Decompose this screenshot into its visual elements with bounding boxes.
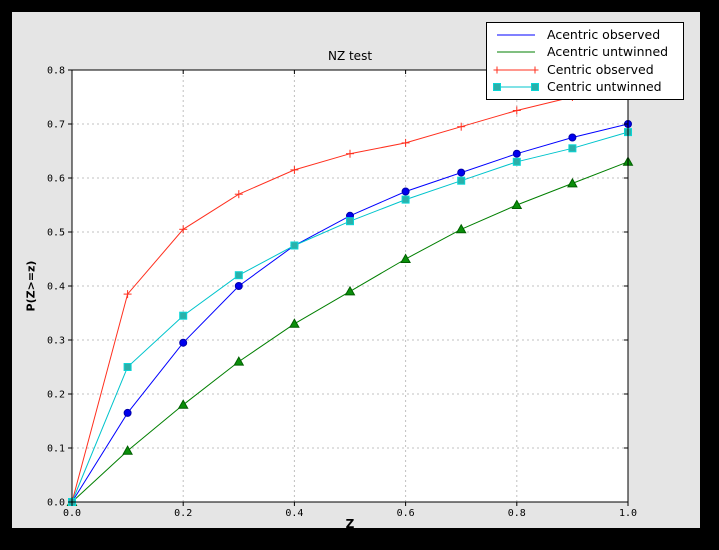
legend-sample-line — [493, 83, 539, 92]
legend-sample-line — [497, 51, 535, 53]
legend-item-centric-untwinned: Centric untwinned — [493, 79, 677, 96]
y-tick-label: 0.7 — [47, 120, 65, 131]
legend-label: Acentric untwinned — [547, 44, 669, 60]
legend-label: Centric observed — [547, 61, 654, 77]
y-tick-label: 0.6 — [47, 174, 65, 185]
y-tick-label: 0.4 — [47, 282, 65, 293]
x-tick-label: 0.2 — [174, 508, 192, 519]
legend-sample-line — [493, 66, 539, 74]
y-tick-label: 0.2 — [47, 390, 65, 401]
legend: Acentric observed Acentric untwinned Centr… — [486, 22, 684, 100]
legend-item-acentric-untwinned: Acentric untwinned — [493, 44, 677, 61]
x-tick-label: 0.4 — [285, 508, 303, 519]
y-tick-label: 0.0 — [47, 498, 65, 509]
legend-label: Acentric observed — [547, 26, 661, 42]
legend-sample-line — [497, 34, 535, 36]
x-tick-label: 1.0 — [619, 508, 637, 519]
y-tick-label: 0.5 — [47, 228, 65, 239]
chart-title: NZ test — [327, 49, 373, 63]
y-axis-label: P(Z>=z) — [24, 260, 38, 312]
y-tick-label: 0.8 — [47, 66, 65, 77]
x-axis-label: Z — [345, 517, 355, 531]
legend-item-centric-observed: Centric observed — [493, 61, 677, 78]
x-tick-label: 0.6 — [397, 508, 415, 519]
series-centric-untwinned — [68, 128, 632, 506]
y-tick-label: 0.1 — [47, 444, 65, 455]
y-tick-label: 0.3 — [47, 336, 65, 347]
legend-item-acentric-observed: Acentric observed — [493, 26, 677, 43]
x-tick-label: 0.8 — [508, 508, 526, 519]
x-tick-label: 0.0 — [63, 508, 81, 519]
legend-label: Centric untwinned — [547, 79, 662, 95]
